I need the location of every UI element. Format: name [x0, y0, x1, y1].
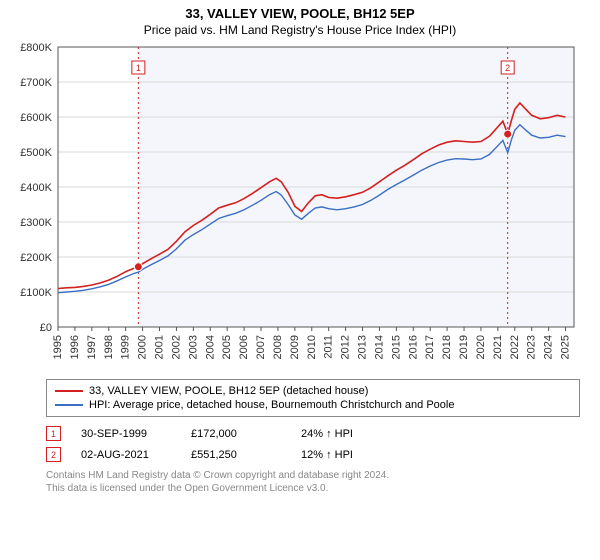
svg-text:2010: 2010 [306, 335, 318, 359]
sale-date-1: 30-SEP-1999 [81, 428, 171, 440]
svg-text:2008: 2008 [272, 335, 284, 359]
sales-table: 1 30-SEP-1999 £172,000 24% ↑ HPI 2 02-AU… [46, 423, 580, 465]
footer-line-1: Contains HM Land Registry data © Crown c… [46, 469, 580, 482]
svg-text:2004: 2004 [204, 335, 216, 359]
svg-text:2003: 2003 [187, 335, 199, 359]
svg-text:£400K: £400K [20, 182, 52, 194]
sale-date-2: 02-AUG-2021 [81, 449, 171, 461]
svg-text:2017: 2017 [424, 335, 436, 359]
svg-text:1998: 1998 [103, 335, 115, 359]
legend-label-hpi: HPI: Average price, detached house, Bour… [89, 399, 454, 411]
sale-marker-2: 2 [46, 447, 61, 462]
legend-box: 33, VALLEY VIEW, POOLE, BH12 5EP (detach… [46, 379, 580, 417]
sale-price-2: £551,250 [191, 449, 281, 461]
chart-plot-area: £0 £100K £200K £300K £400K £500K £600K £700K £80… [12, 43, 588, 373]
svg-text:£600K: £600K [20, 112, 52, 124]
sale-price-1: £172,000 [191, 428, 281, 440]
svg-text:2009: 2009 [289, 335, 301, 359]
legend-swatch-hpi [55, 404, 83, 406]
svg-text:2025: 2025 [560, 335, 572, 359]
svg-text:2016: 2016 [407, 335, 419, 359]
svg-text:2007: 2007 [255, 335, 267, 359]
svg-text:£700K: £700K [20, 77, 52, 89]
svg-text:2018: 2018 [441, 335, 453, 359]
chart-title-sub: Price paid vs. HM Land Registry's House … [0, 21, 600, 43]
sale-row-2: 2 02-AUG-2021 £551,250 12% ↑ HPI [46, 444, 580, 465]
svg-text:2022: 2022 [509, 335, 521, 359]
svg-text:2006: 2006 [238, 335, 250, 359]
svg-text:£500K: £500K [20, 147, 52, 159]
svg-text:1: 1 [136, 63, 141, 73]
svg-text:1995: 1995 [52, 335, 64, 359]
svg-text:£200K: £200K [20, 252, 52, 264]
svg-text:2013: 2013 [357, 335, 369, 359]
svg-text:£300K: £300K [20, 217, 52, 229]
sale-delta-1: 24% ↑ HPI [301, 428, 353, 440]
svg-text:2024: 2024 [543, 335, 555, 359]
footer-line-2: This data is licensed under the Open Gov… [46, 482, 580, 495]
svg-text:2019: 2019 [458, 335, 470, 359]
svg-text:2005: 2005 [221, 335, 233, 359]
svg-text:2012: 2012 [340, 335, 352, 359]
svg-text:2023: 2023 [526, 335, 538, 359]
svg-text:2011: 2011 [323, 335, 335, 359]
svg-text:1996: 1996 [69, 335, 81, 359]
chart-title-address: 33, VALLEY VIEW, POOLE, BH12 5EP [0, 0, 600, 21]
line-chart-svg: £0 £100K £200K £300K £400K £500K £600K £700K £80… [12, 43, 588, 373]
svg-text:1997: 1997 [86, 335, 98, 359]
sale-row-1: 1 30-SEP-1999 £172,000 24% ↑ HPI [46, 423, 580, 444]
legend-row-property: 33, VALLEY VIEW, POOLE, BH12 5EP (detach… [55, 384, 571, 398]
sale-delta-2: 12% ↑ HPI [301, 449, 353, 461]
svg-text:2014: 2014 [373, 335, 385, 359]
svg-text:1999: 1999 [120, 335, 132, 359]
legend-label-property: 33, VALLEY VIEW, POOLE, BH12 5EP (detach… [89, 385, 368, 397]
svg-text:£100K: £100K [20, 287, 52, 299]
svg-text:2020: 2020 [475, 335, 487, 359]
footer-attribution: Contains HM Land Registry data © Crown c… [46, 469, 580, 495]
svg-text:2015: 2015 [390, 335, 402, 359]
svg-text:2021: 2021 [492, 335, 504, 359]
svg-text:£0: £0 [40, 322, 52, 334]
legend-swatch-property [55, 390, 83, 392]
svg-text:2001: 2001 [154, 335, 166, 359]
svg-text:2002: 2002 [170, 335, 182, 359]
sale-marker-1: 1 [46, 426, 61, 441]
svg-text:£800K: £800K [20, 43, 52, 54]
svg-text:2000: 2000 [137, 335, 149, 359]
svg-text:2: 2 [505, 63, 510, 73]
chart-container: 33, VALLEY VIEW, POOLE, BH12 5EP Price p… [0, 0, 600, 560]
legend-row-hpi: HPI: Average price, detached house, Bour… [55, 398, 571, 412]
